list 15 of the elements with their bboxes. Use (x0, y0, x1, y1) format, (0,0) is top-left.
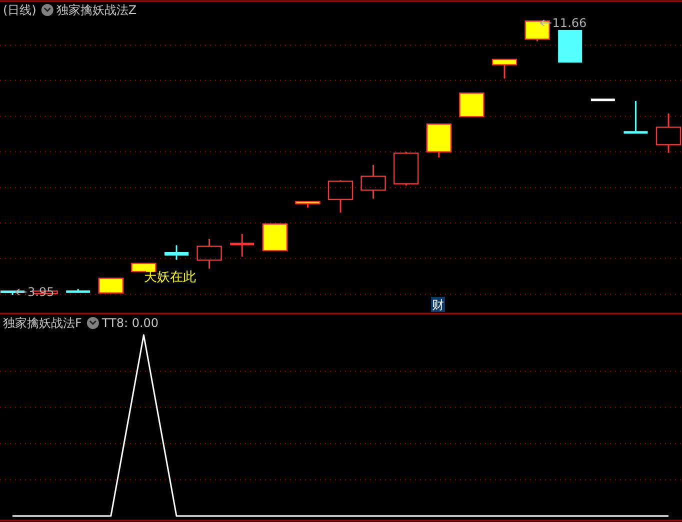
candlestick (164, 244, 188, 261)
candlestick (228, 233, 256, 258)
candlestick (131, 262, 156, 272)
chart-subtitle: TT8: 0.00 (100, 316, 159, 330)
candlestick (459, 92, 484, 118)
chart-title: 独家擒妖战法F (3, 316, 82, 330)
chart-subtitle: 独家擒妖战法Z (56, 3, 137, 17)
candlestick (590, 98, 616, 102)
candlestick (262, 223, 288, 252)
candlestick (492, 58, 518, 80)
chart-title: (日线) (3, 3, 36, 17)
candlestick (622, 100, 649, 134)
annotation: 天妖在此 (144, 270, 196, 285)
candlestick (656, 112, 682, 154)
candlestick (98, 278, 124, 294)
